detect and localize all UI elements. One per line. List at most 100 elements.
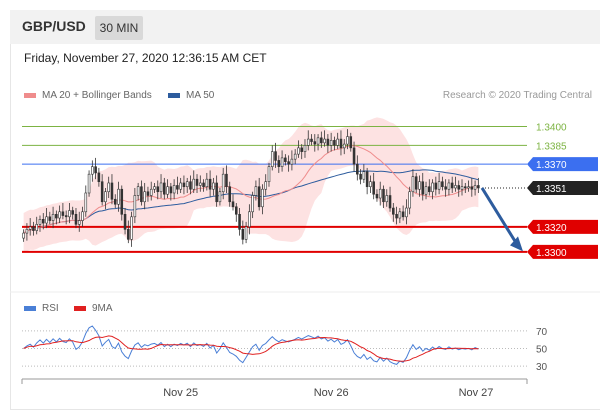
candle — [329, 132, 333, 152]
candle — [87, 170, 91, 197]
candle — [113, 194, 117, 209]
candle-body — [270, 151, 274, 167]
candle — [473, 180, 477, 196]
candle — [215, 175, 218, 207]
candle-body — [231, 201, 235, 208]
candle-body — [457, 185, 461, 190]
candle — [369, 175, 372, 193]
candle-body — [123, 213, 127, 230]
candle — [339, 130, 343, 156]
candle-body — [84, 192, 88, 213]
candle — [434, 176, 438, 196]
candle — [444, 179, 447, 197]
candle-body — [113, 198, 117, 205]
candle — [388, 186, 392, 212]
candle — [254, 180, 258, 201]
candle-body — [241, 229, 245, 240]
current-price-label: 1.3351 — [536, 184, 567, 195]
candle-body — [166, 186, 169, 195]
candle-body — [454, 185, 457, 189]
candle — [244, 221, 248, 244]
candle-body — [470, 186, 474, 190]
candle-body — [107, 182, 110, 193]
candle — [421, 172, 425, 201]
candle — [274, 142, 277, 168]
candle — [192, 170, 196, 193]
rsi-line — [23, 325, 479, 365]
candle — [185, 177, 189, 193]
candle — [208, 170, 212, 197]
candle-body — [218, 191, 222, 203]
candle — [104, 187, 107, 210]
candle — [212, 177, 215, 196]
candle — [408, 186, 411, 215]
candle-body — [428, 186, 431, 193]
candle — [153, 182, 156, 193]
candle-body — [375, 193, 379, 199]
candle-body — [280, 157, 284, 167]
candle-body — [238, 213, 241, 230]
rsi-level-label-50: 50 — [536, 345, 548, 356]
candle — [457, 180, 461, 197]
pivot-tag: 1.3370 — [527, 157, 598, 172]
current-price-tag-bg — [527, 180, 598, 195]
candle-body — [140, 186, 143, 203]
candle-body — [434, 182, 438, 190]
candle — [441, 176, 444, 191]
candle — [362, 164, 366, 183]
candle-body — [195, 178, 199, 186]
candle-body — [342, 143, 346, 149]
ma9-swatch — [74, 306, 86, 311]
candle-body — [68, 210, 71, 218]
candle — [156, 180, 160, 200]
candle — [414, 172, 418, 193]
candle — [356, 155, 359, 181]
candle-body — [320, 137, 323, 144]
candle — [297, 140, 300, 158]
candle — [166, 179, 169, 198]
candle-body — [372, 181, 375, 195]
candle-body — [297, 147, 300, 155]
candle-body — [130, 216, 133, 240]
pivot-label: 1.3370 — [536, 160, 567, 171]
x-tick-label: Nov 27 — [459, 387, 494, 399]
candle-body — [81, 211, 84, 221]
candle-body — [392, 207, 395, 215]
candle-body — [97, 172, 101, 183]
candle — [58, 205, 61, 224]
candle — [205, 172, 209, 191]
candle — [169, 182, 173, 201]
candle — [287, 155, 290, 172]
timeframe-badge[interactable]: 30 MIN — [95, 16, 143, 40]
candle — [25, 223, 29, 241]
resistance-2-label: 1.3400 — [536, 123, 567, 134]
candle — [248, 204, 251, 235]
candle — [221, 167, 225, 200]
forecast-arrow-head — [510, 236, 523, 252]
candle — [375, 189, 379, 202]
candle — [28, 218, 32, 236]
candle — [460, 179, 464, 196]
candle-body — [339, 138, 343, 149]
candle — [431, 179, 434, 200]
candle-body — [244, 226, 248, 240]
candle — [264, 174, 268, 196]
candle — [189, 175, 192, 195]
candle-body — [48, 216, 52, 221]
forecast-arrow-line — [480, 187, 519, 246]
candle-body — [463, 186, 467, 189]
candle — [280, 150, 284, 172]
candle-body — [64, 215, 68, 218]
candle-body — [202, 182, 205, 188]
candle — [81, 206, 84, 227]
candle-body — [104, 191, 107, 203]
candle — [77, 211, 81, 232]
candle — [470, 177, 474, 197]
candle — [74, 208, 78, 229]
candle-body — [71, 210, 74, 215]
candle-body — [261, 188, 264, 208]
candle — [277, 155, 281, 173]
candle-body — [77, 220, 81, 225]
candle — [218, 187, 222, 206]
